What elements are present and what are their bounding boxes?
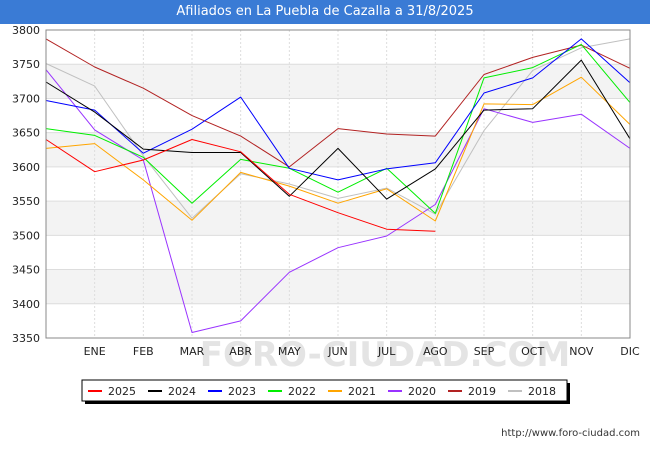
legend-label-2025: 2025 (108, 385, 136, 398)
legend-box (81, 379, 568, 402)
x-tick-label: JUN (327, 345, 348, 358)
series-line-2022 (45, 43, 631, 214)
x-tick-label: DIC (620, 345, 640, 358)
legend-label-2021: 2021 (348, 385, 376, 398)
y-axis: 3350 3400 3450 3500 3550 3600 3650 3700 3750 3800 (12, 24, 40, 345)
y-tick-label: 3600 (12, 161, 40, 174)
plot-band (46, 303, 630, 338)
grid-lines (46, 29, 630, 339)
x-tick-label: AGO (423, 345, 448, 358)
series-line-2025 (45, 139, 436, 232)
series-line-2018 (45, 38, 631, 219)
legend-label-2022: 2022 (288, 385, 316, 398)
y-tick-label: 3700 (12, 92, 40, 105)
series-line-2023 (45, 38, 631, 181)
source-credit: http://www.foro-ciudad.com (501, 428, 640, 439)
series-lines (45, 38, 631, 333)
x-tick-label: OCT (521, 345, 544, 358)
legend-label-2018: 2018 (528, 385, 556, 398)
y-tick-label: 3550 (12, 195, 40, 208)
plot-band (46, 235, 630, 270)
y-tick-label: 3400 (12, 298, 40, 311)
x-tick-label: MAY (278, 345, 301, 358)
legend-label-2019: 2019 (468, 385, 496, 398)
legend-label-2024: 2024 (168, 385, 196, 398)
legend: 2025 2024 2023 2022 2021 2020 2019 2018 (81, 379, 570, 404)
chart-title: Afiliados en La Puebla de Cazalla a 31/8… (0, 0, 650, 24)
x-tick-label: ABR (229, 345, 252, 358)
y-tick-label: 3800 (12, 24, 40, 37)
y-tick-label: 3650 (12, 127, 40, 140)
y-tick-label: 3350 (12, 332, 40, 345)
y-tick-label: 3500 (12, 229, 40, 242)
x-tick-label: MAR (180, 345, 205, 358)
y-tick-label: 3750 (12, 58, 40, 71)
watermark: FORO-CIUDAD.COM (200, 335, 571, 375)
y-tick-label: 3450 (12, 264, 40, 277)
plot-frame (45, 29, 631, 339)
legend-label-2023: 2023 (228, 385, 256, 398)
x-tick-label: NOV (569, 345, 594, 358)
series-line-2019 (45, 38, 631, 168)
legend-label-2020: 2020 (408, 385, 436, 398)
plot-band (46, 64, 630, 99)
plot-band (46, 132, 630, 167)
x-tick-label: JUL (377, 345, 396, 358)
x-tick-label: ENE (84, 345, 106, 358)
x-tick-label: FEB (133, 345, 154, 358)
series-line-2024 (45, 59, 631, 200)
series-line-2021 (45, 76, 631, 222)
x-tick-label: SEP (474, 345, 495, 358)
x-axis: ENE FEB MAR ABR MAY JUN JUL AGO SEP OCT NOV DIC (84, 345, 640, 358)
